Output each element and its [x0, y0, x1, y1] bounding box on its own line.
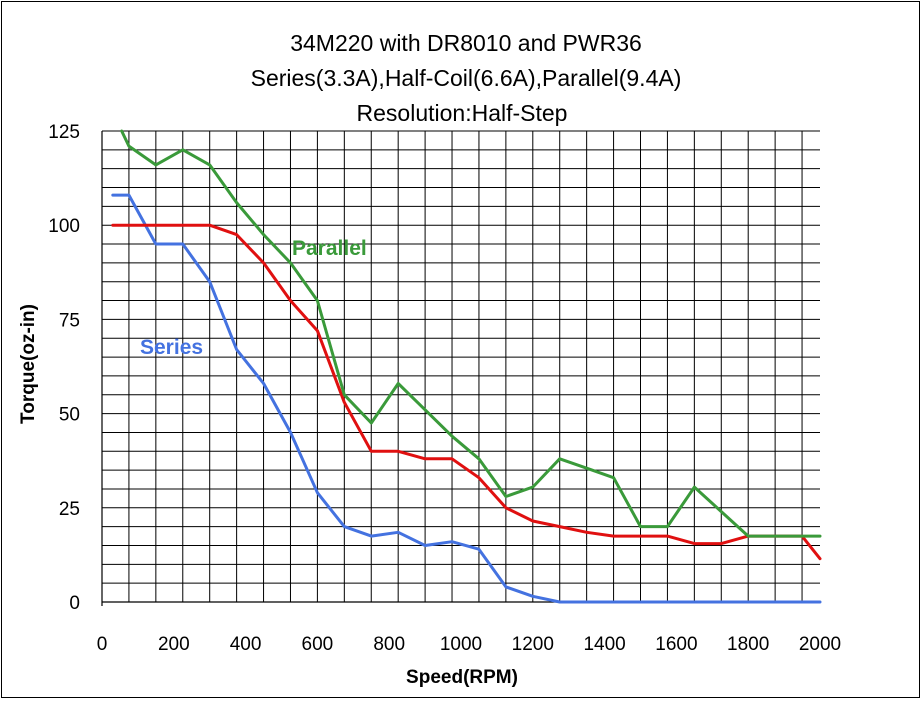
y-tick-label-100: 100: [48, 216, 80, 237]
series-line-parallel: [120, 129, 822, 538]
x-tick-label-800: 800: [373, 634, 405, 655]
x-tick-label-400: 400: [230, 634, 262, 655]
x-tick-label-2000: 2000: [799, 634, 841, 655]
x-tick-label-1000: 1000: [440, 634, 482, 655]
chart-title-line-1: 34M220 with DR8010 and PWR36: [290, 30, 642, 56]
x-tick-label-200: 200: [158, 634, 190, 655]
x-tick-label-1400: 1400: [583, 634, 625, 655]
series-line-series: [111, 193, 822, 604]
x-tick-label-1200: 1200: [512, 634, 554, 655]
y-tick-label-125: 125: [48, 122, 80, 143]
y-tick-label-75: 75: [59, 310, 80, 331]
series-label-series: Series: [140, 336, 203, 359]
x-tick-label-1800: 1800: [727, 634, 769, 655]
x-axis-label: Speed(RPM): [406, 667, 518, 688]
x-tick-label-1600: 1600: [655, 634, 697, 655]
x-tick-labels: 0 200 400 600 800 1000 1200 1400 1600 1800 2000: [97, 634, 841, 655]
chart-title-line-2: Series(3.3A),Half-Coil(6.6A),Parallel(9.…: [251, 65, 682, 91]
chart-title: 34M220 with DR8010 and PWR36 Series(3.3A…: [251, 30, 682, 126]
series-label-parallel: Parallel: [292, 237, 367, 260]
y-tick-label-50: 50: [59, 405, 80, 426]
y-axis-label: Torque(oz-in): [18, 304, 39, 424]
series-line-half-coil: [111, 223, 822, 561]
x-tick-label-0: 0: [97, 634, 108, 655]
y-tick-label-0: 0: [69, 593, 80, 614]
y-tick-label-25: 25: [59, 499, 80, 520]
chart-title-line-3: Resolution:Half-Step: [357, 100, 568, 126]
y-tick-labels: 0 25 50 75 100 125: [48, 122, 80, 614]
grid: [102, 130, 820, 602]
series-lines: [111, 129, 822, 604]
x-tick-label-600: 600: [302, 634, 334, 655]
